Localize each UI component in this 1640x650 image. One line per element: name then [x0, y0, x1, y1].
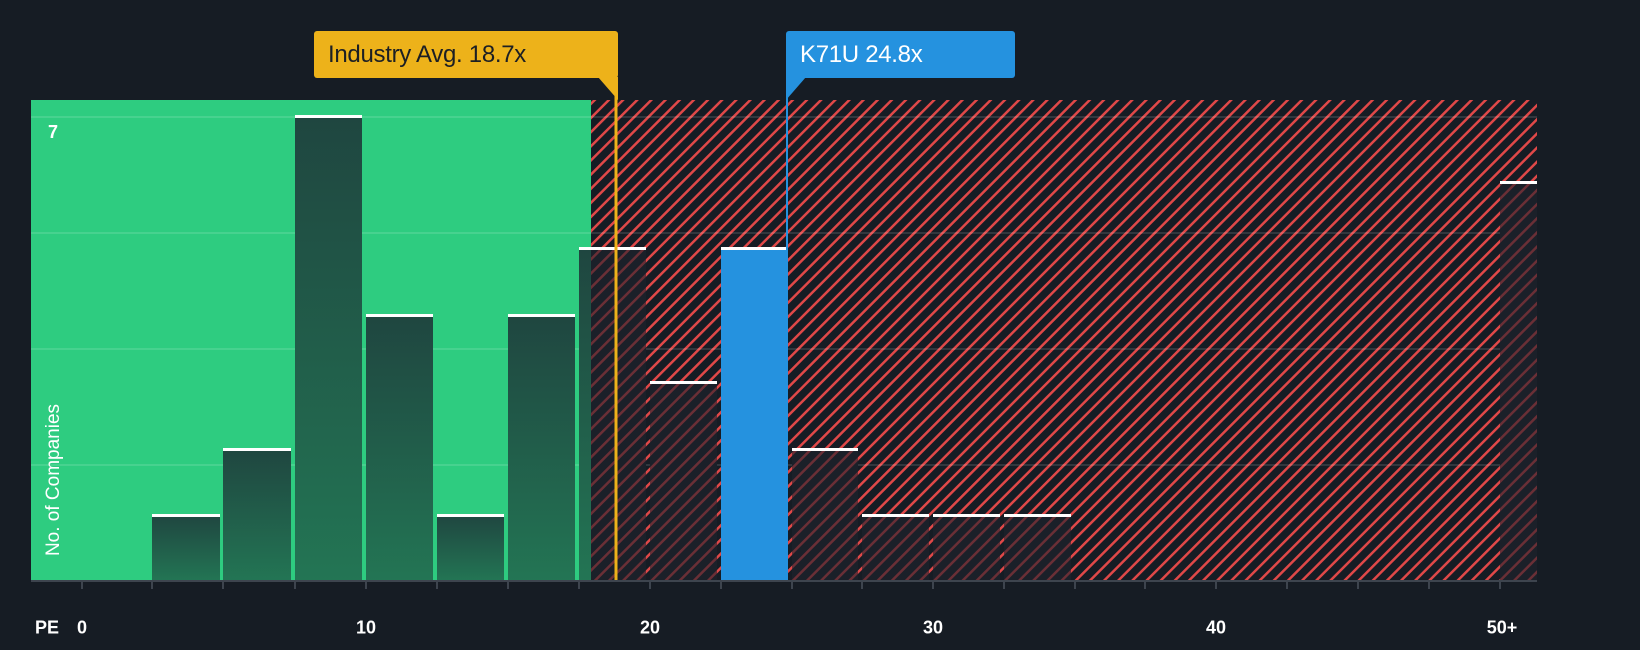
x-tick-label: 10: [355, 617, 377, 638]
x-tick-label: 40: [1205, 617, 1227, 638]
bar[interactable]: [295, 117, 362, 581]
x-tick-label: 20: [639, 617, 661, 638]
x-axis-title: PE: [35, 617, 60, 638]
bar[interactable]: [591, 249, 646, 581]
bar[interactable]: [152, 515, 220, 581]
bar[interactable]: [933, 515, 1000, 581]
industry-avg-label: Industry Avg. 18.7x: [328, 40, 526, 68]
bar-caps: [152, 115, 1537, 517]
industry-avg-callout: Industry Avg. 18.7x: [314, 31, 618, 78]
bar[interactable]: [862, 515, 929, 581]
company-pe-label: K71U 24.8x: [800, 40, 923, 68]
y-tick-max: 7: [48, 122, 59, 142]
company-callout-pointer: [786, 77, 806, 100]
x-tick-label: 30: [922, 617, 944, 638]
bar[interactable]: [1500, 183, 1537, 581]
company-pe-callout: K71U 24.8x: [786, 31, 1015, 78]
bar[interactable]: [792, 449, 858, 581]
bar-highlighted-company[interactable]: [721, 249, 788, 581]
bar[interactable]: [579, 249, 591, 581]
x-tick-label: 0: [76, 617, 88, 638]
x-axis-ticks: [81, 581, 1501, 589]
y-axis-title: No. of Companies: [43, 403, 64, 557]
bar[interactable]: [508, 316, 575, 581]
industry-callout-pointer: [598, 77, 618, 100]
bar[interactable]: [437, 515, 504, 581]
x-tick-label: 50+: [1486, 617, 1518, 638]
bar[interactable]: [1004, 515, 1071, 581]
bar[interactable]: [650, 382, 717, 581]
histogram-bars: [152, 117, 1537, 581]
bar[interactable]: [223, 449, 291, 581]
bar[interactable]: [366, 316, 433, 581]
